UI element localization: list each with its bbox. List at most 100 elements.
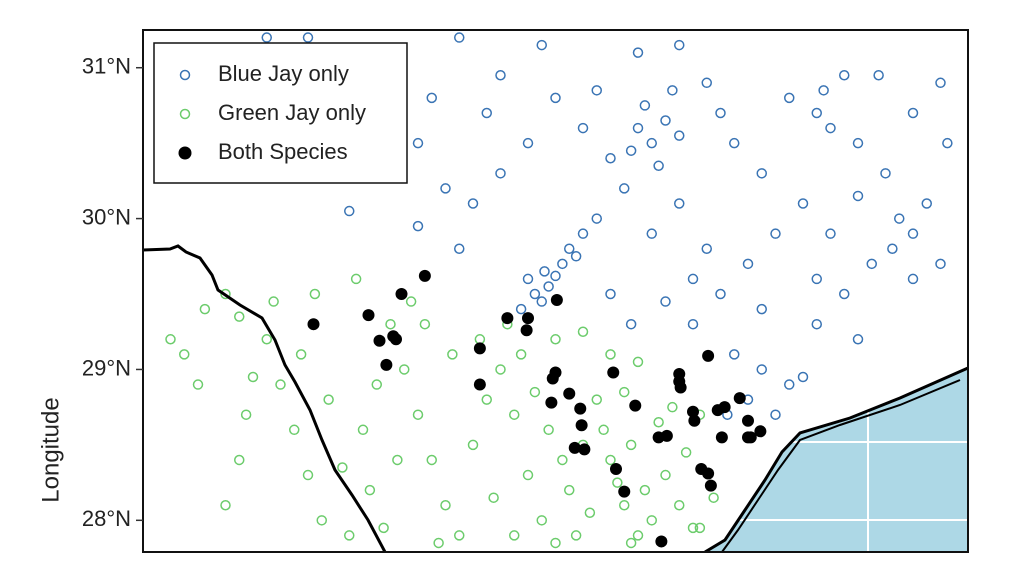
point: [632, 122, 644, 134]
point: [852, 190, 864, 202]
point: [337, 462, 348, 473]
point: [610, 463, 622, 476]
point: [570, 251, 582, 262]
point: [536, 296, 547, 307]
point: [625, 537, 637, 549]
point: [632, 47, 644, 58]
point: [619, 183, 630, 194]
point: [557, 454, 568, 466]
point: [632, 356, 644, 368]
point: [529, 288, 541, 300]
point: [694, 522, 706, 534]
point: [646, 137, 657, 149]
point: [467, 439, 479, 451]
point: [488, 492, 499, 503]
point: [220, 499, 231, 511]
point: [564, 484, 575, 496]
point: [742, 258, 754, 270]
point: [756, 168, 767, 179]
point: [639, 100, 651, 111]
point: [302, 32, 314, 43]
legend-label: Blue Jay only: [218, 61, 349, 86]
point: [674, 130, 685, 141]
point: [612, 477, 623, 488]
point: [481, 394, 492, 405]
point: [385, 318, 396, 330]
point: [433, 537, 444, 549]
point: [405, 296, 417, 307]
point: [718, 401, 731, 414]
point: [557, 258, 568, 270]
point: [687, 318, 699, 330]
point: [784, 379, 795, 390]
point: [454, 243, 465, 255]
point: [289, 424, 300, 436]
point: [625, 145, 637, 156]
point: [653, 417, 664, 428]
point: [715, 107, 726, 119]
point: [880, 168, 891, 179]
borders: [143, 244, 968, 552]
point: [199, 303, 211, 315]
point: [605, 152, 616, 164]
point: [873, 70, 884, 81]
point: [574, 402, 587, 415]
point: [839, 288, 850, 300]
point: [323, 394, 334, 405]
point: [607, 366, 620, 379]
point: [192, 379, 204, 390]
point: [715, 288, 726, 300]
point: [942, 137, 953, 149]
point: [660, 429, 673, 442]
point: [447, 349, 458, 360]
point: [754, 425, 767, 438]
point: [522, 273, 534, 285]
point: [344, 205, 355, 217]
point: [708, 492, 719, 503]
point: [539, 266, 550, 277]
point: [653, 160, 664, 172]
point: [412, 409, 424, 420]
water: [705, 368, 968, 552]
point: [825, 228, 836, 239]
point: [515, 349, 527, 360]
point: [546, 372, 559, 385]
point: [515, 303, 527, 315]
point: [632, 530, 644, 541]
point: [545, 396, 558, 409]
point: [907, 228, 919, 239]
point: [522, 469, 534, 481]
point: [473, 378, 486, 391]
point: [639, 484, 651, 496]
point: [935, 258, 946, 270]
point: [395, 288, 408, 301]
point: [629, 399, 642, 412]
point: [866, 258, 877, 270]
plot-frame: [142, 29, 969, 553]
point: [704, 479, 717, 492]
point: [756, 303, 767, 315]
point: [660, 296, 671, 307]
point: [674, 39, 685, 51]
legend-marker: [179, 69, 191, 81]
point: [543, 281, 554, 292]
point: [935, 77, 946, 89]
point: [543, 424, 554, 436]
point: [165, 334, 176, 345]
point: [660, 469, 671, 481]
point: [852, 137, 864, 149]
point: [667, 85, 678, 96]
point: [770, 409, 781, 420]
point: [529, 386, 541, 398]
point: [655, 535, 668, 548]
point: [577, 122, 589, 134]
point: [605, 349, 616, 360]
point: [598, 424, 609, 436]
point: [680, 447, 692, 458]
point: [701, 243, 712, 255]
point: [584, 507, 596, 519]
point: [702, 349, 715, 362]
point: [261, 334, 272, 345]
point: [307, 318, 320, 331]
legend: Blue Jay only Green Jay only Both Species: [153, 42, 408, 184]
